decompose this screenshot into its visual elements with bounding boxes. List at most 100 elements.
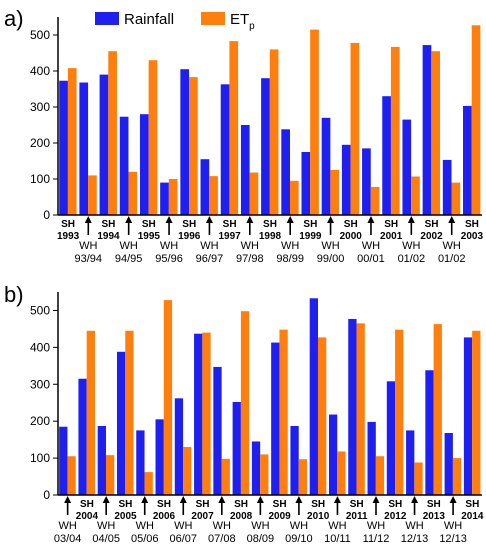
x-label-period: 97/98 <box>236 253 264 265</box>
bar-rainfall <box>119 116 129 215</box>
bar-rainfall <box>281 129 290 215</box>
x-label-period: 10/11 <box>324 533 351 545</box>
bar-rainfall <box>261 78 270 215</box>
bar-etp <box>86 330 96 495</box>
x-label-season: SH <box>273 499 287 510</box>
bar-etp <box>356 323 365 495</box>
x-label-period: 07/08 <box>208 533 236 545</box>
panel-b: b)0100200300400500WH03/04SH2004WH04/05SH… <box>4 282 484 545</box>
bar-rainfall <box>160 182 169 215</box>
x-label-season: WH <box>79 240 97 252</box>
x-label-season: SH <box>142 219 156 230</box>
bar-etp <box>202 332 211 495</box>
panel-label: a) <box>4 6 24 31</box>
bar-rainfall <box>422 45 432 215</box>
bar-rainfall <box>463 337 473 495</box>
bar-rainfall <box>213 366 222 495</box>
x-label-period: 04/05 <box>92 533 120 545</box>
bar-etp <box>370 186 380 215</box>
legend-label-etp-sub: p <box>249 21 255 32</box>
wh-arrow-head <box>141 496 149 503</box>
bar-etp <box>128 171 138 215</box>
x-label-period: 2002 <box>420 231 443 242</box>
bar-rainfall <box>116 351 126 495</box>
bar-rainfall <box>444 432 453 495</box>
bar-etp <box>390 46 400 215</box>
wh-arrow-head <box>295 496 303 503</box>
x-label-season: WH <box>367 520 385 532</box>
y-tick-label: 100 <box>30 451 50 465</box>
bar-rainfall <box>59 426 68 495</box>
bar-etp <box>330 170 340 215</box>
bar-rainfall <box>382 96 391 215</box>
bar-rainfall <box>386 381 396 495</box>
bar-etp <box>249 172 259 215</box>
x-label-period: 2007 <box>191 511 214 522</box>
bar-rainfall <box>155 419 164 495</box>
x-label-season: WH <box>251 520 269 532</box>
bar-etp <box>88 175 97 215</box>
x-label-season: WH <box>444 520 462 532</box>
bar-etp <box>395 329 404 495</box>
legend-swatch-rainfall <box>95 12 119 25</box>
x-label-season: WH <box>443 240 461 252</box>
x-label-season: SH <box>350 499 364 510</box>
x-label-season: WH <box>290 520 308 532</box>
bar-etp <box>310 29 319 215</box>
x-label-season: WH <box>200 240 218 252</box>
x-label-period: 2005 <box>114 511 137 522</box>
bar-etp <box>144 472 153 495</box>
x-label-period: 05/06 <box>131 533 159 545</box>
y-tick-label: 500 <box>30 28 50 42</box>
legend: Rainfall ETp <box>95 11 255 32</box>
x-label-season: SH <box>427 499 441 510</box>
bar-etp <box>163 300 173 495</box>
bar-rainfall <box>290 425 299 495</box>
bar-etp <box>452 458 462 495</box>
y-tick-label: 200 <box>30 414 50 428</box>
bar-etp <box>375 456 385 495</box>
bar-rainfall <box>174 398 184 495</box>
x-label-season: WH <box>241 240 259 252</box>
x-label-season: SH <box>182 219 196 230</box>
bar-etp <box>298 459 308 495</box>
y-tick-label: 100 <box>30 172 50 186</box>
bar-etp <box>411 176 420 215</box>
legend-label-rainfall: Rainfall <box>124 11 174 28</box>
x-label-period: 2011 <box>346 511 368 522</box>
y-tick-label: 400 <box>30 340 50 354</box>
x-label-period: 03/04 <box>54 533 82 545</box>
x-label-season: WH <box>97 520 115 532</box>
bar-rainfall <box>463 105 472 215</box>
bar-etp <box>289 180 299 215</box>
x-label-period: 98/99 <box>276 253 304 265</box>
bar-etp <box>414 462 423 495</box>
bar-rainfall <box>240 125 250 215</box>
x-label-season: WH <box>321 240 339 252</box>
wh-arrow-head <box>246 216 254 223</box>
bar-etp <box>67 68 77 216</box>
bar-rainfall <box>341 144 351 215</box>
bar-rainfall <box>194 333 203 495</box>
wh-arrow-head <box>256 496 264 503</box>
bar-etp <box>209 176 218 215</box>
bar-etp <box>125 330 134 495</box>
y-tick-label: 500 <box>30 303 50 317</box>
x-label-period: 1997 <box>218 231 241 242</box>
wh-arrow-head <box>327 216 335 223</box>
x-label-season: SH <box>263 219 277 230</box>
x-label-season: SH <box>223 219 237 230</box>
bar-etp <box>240 311 250 495</box>
x-label-season: WH <box>160 240 178 252</box>
bar-etp <box>105 455 115 495</box>
x-label-period: 99/00 <box>317 253 345 265</box>
x-label-period: 2006 <box>153 511 176 522</box>
x-label-season: WH <box>328 520 346 532</box>
bar-etp <box>433 324 442 495</box>
bar-rainfall <box>362 148 371 215</box>
x-label-season: SH <box>425 219 439 230</box>
bar-etp <box>148 60 158 216</box>
x-label-period: 1994 <box>97 231 120 242</box>
bar-rainfall <box>301 152 311 215</box>
